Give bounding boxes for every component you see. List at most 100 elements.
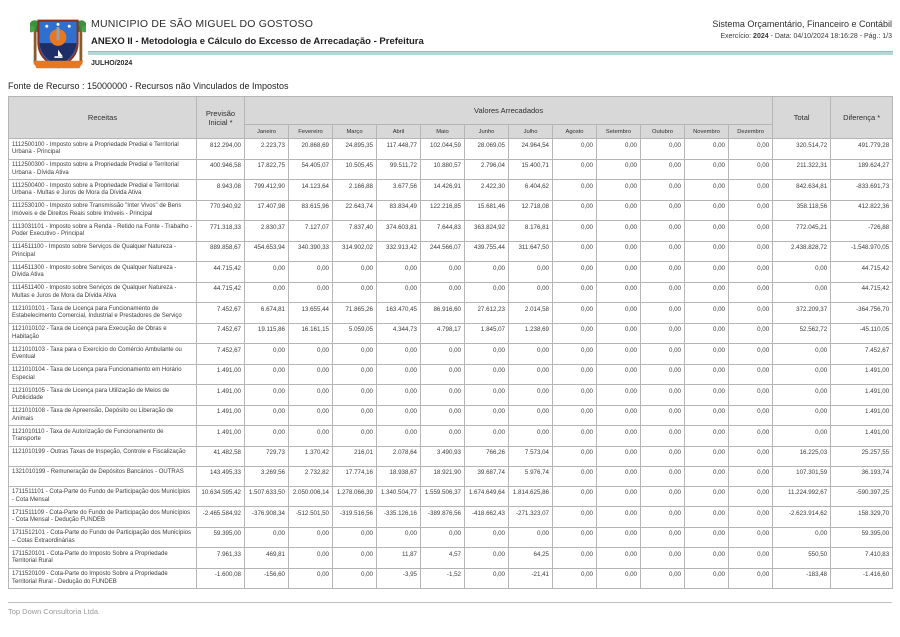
- month-value-cell-janeiro: 799.412,90: [244, 179, 289, 201]
- receita-cell: 1112500100 - Imposto sobre a Propriedade…: [8, 138, 197, 160]
- month-value-cell-julho: 24.964,54: [508, 138, 553, 160]
- month-value-cell-outubro: 0,00: [640, 384, 685, 406]
- total-cell: 0,00: [772, 526, 832, 548]
- month-value-cell-janeiro: 1.507.633,50: [244, 485, 289, 507]
- month-value-cell-marco: 1.278.066,39: [332, 485, 377, 507]
- month-value-cell-maio: 244.566,07: [420, 240, 465, 262]
- month-value-cell-junho: 0,00: [464, 261, 509, 283]
- diferenca-cell: 7.452,67: [830, 343, 894, 365]
- month-value-cell-janeiro: 0,00: [244, 425, 289, 447]
- month-value-cell-janeiro: 454.653,94: [244, 240, 289, 262]
- diferenca-cell: 1.491,00: [830, 384, 894, 406]
- previsao-inicial-cell: 59.395,00: [196, 526, 245, 548]
- total-cell: 358.118,56: [772, 199, 832, 221]
- month-value-cell-julho: 0,00: [508, 425, 553, 447]
- table-row: 1114511100 - Imposto sobre Serviços de Q…: [8, 240, 894, 262]
- month-value-cell-junho: 0,00: [464, 567, 509, 589]
- month-value-cell-agosto: 0,00: [552, 485, 597, 507]
- month-value-cell-marco: 7.837,40: [332, 220, 377, 242]
- month-value-cell-fevereiro: 0,00: [288, 567, 333, 589]
- month-value-cell-agosto: 0,00: [552, 199, 597, 221]
- table-header: Receitas Previsão Inicial * Valores Arre…: [8, 96, 894, 139]
- month-header-maio: Maio: [420, 124, 465, 139]
- month-value-cell-julho: 311.647,50: [508, 240, 553, 262]
- month-value-cell-julho: 64,25: [508, 547, 553, 569]
- month-value-cell-julho: 0,00: [508, 526, 553, 548]
- month-value-cell-janeiro: 2.830,37: [244, 220, 289, 242]
- month-value-cell-abril: 18.938,67: [376, 465, 421, 487]
- col-header-receitas: Receitas: [8, 96, 197, 139]
- diferenca-cell: 1.491,00: [830, 404, 894, 426]
- month-value-cell-agosto: 0,00: [552, 343, 597, 365]
- month-value-cell-marco: -319.516,56: [332, 506, 377, 528]
- month-value-cell-outubro: 0,00: [640, 485, 685, 507]
- month-value-cell-agosto: 0,00: [552, 281, 597, 303]
- month-value-cell-agosto: 0,00: [552, 567, 597, 589]
- receita-cell: 1121010199 - Outras Taxas de Inspeção, C…: [8, 445, 197, 467]
- month-value-cell-marco: 0,00: [332, 343, 377, 365]
- month-value-cell-maio: 0,00: [420, 261, 465, 283]
- month-value-cell-maio: 0,00: [420, 404, 465, 426]
- total-cell: 0,00: [772, 384, 832, 406]
- month-value-cell-fevereiro: 54.405,07: [288, 158, 333, 180]
- meta-rest: - Data: 04/10/2024 18:16:28 - Pág.: 1/3: [768, 33, 892, 40]
- table-row: 1711512101 - Cota-Parte do Fundo de Part…: [8, 526, 894, 548]
- previsao-inicial-cell: -1.600,08: [196, 567, 245, 589]
- month-value-cell-marco: 2.166,88: [332, 179, 377, 201]
- total-cell: 0,00: [772, 261, 832, 283]
- diferenca-cell: 189.624,27: [830, 158, 894, 180]
- month-value-cell-dezembro: 0,00: [727, 261, 774, 283]
- previsao-inicial-cell: 10.634.595,42: [196, 485, 245, 507]
- receita-cell: 1121010108 - Taxa de Apreensão, Depósito…: [8, 404, 197, 426]
- month-value-cell-marco: 216,01: [332, 445, 377, 467]
- month-value-cell-dezembro: 0,00: [727, 445, 774, 467]
- table-row: 1711520109 - Cota-Parte do Imposto Sobre…: [8, 567, 894, 589]
- month-value-cell-julho: 1.814.625,86: [508, 485, 553, 507]
- receita-cell: 1121010104 - Taxa de Licença para Funcio…: [8, 363, 197, 385]
- month-value-cell-outubro: 0,00: [640, 199, 685, 221]
- table-row: 1112530100 - Imposto sobre Transmissão "…: [8, 199, 894, 221]
- month-value-cell-agosto: 0,00: [552, 404, 597, 426]
- month-value-cell-maio: 7.644,83: [420, 220, 465, 242]
- month-value-cell-maio: 3.490,93: [420, 445, 465, 467]
- month-value-cell-novembro: 0,00: [684, 261, 729, 283]
- month-value-cell-novembro: 0,00: [684, 547, 729, 569]
- total-cell: 16.225,03: [772, 445, 832, 467]
- revenue-table: Receitas Previsão Inicial * Valores Arre…: [8, 96, 894, 589]
- diferenca-cell: -833.691,73: [830, 179, 894, 201]
- month-value-cell-novembro: 0,00: [684, 281, 729, 303]
- receita-cell: 1114511100 - Imposto sobre Serviços de Q…: [8, 240, 197, 262]
- month-value-cell-setembro: 0,00: [596, 240, 641, 262]
- month-value-cell-julho: 7.573,04: [508, 445, 553, 467]
- month-value-cell-novembro: 0,00: [684, 485, 729, 507]
- month-value-cell-abril: 0,00: [376, 261, 421, 283]
- month-value-cell-novembro: 0,00: [684, 220, 729, 242]
- month-value-cell-maio: 122.216,85: [420, 199, 465, 221]
- month-value-cell-janeiro: 0,00: [244, 261, 289, 283]
- receita-cell: 1112500300 - Imposto sobre a Propriedade…: [8, 158, 197, 180]
- diferenca-cell: 1.491,00: [830, 363, 894, 385]
- month-value-cell-janeiro: 729,73: [244, 445, 289, 467]
- month-header-abril: Abril: [376, 124, 421, 139]
- month-value-cell-maio: 0,00: [420, 526, 465, 548]
- month-value-cell-dezembro: 0,00: [727, 547, 774, 569]
- month-value-cell-maio: 0,00: [420, 425, 465, 447]
- diferenca-cell: 412.822,36: [830, 199, 894, 221]
- table-row: 1112500100 - Imposto sobre a Propriedade…: [8, 138, 894, 160]
- month-value-cell-fevereiro: 83.615,96: [288, 199, 333, 221]
- month-value-cell-julho: 8.176,81: [508, 220, 553, 242]
- month-value-cell-abril: 3.677,56: [376, 179, 421, 201]
- month-value-cell-novembro: 0,00: [684, 384, 729, 406]
- month-value-cell-maio: 86.916,60: [420, 302, 465, 324]
- receita-cell: 1121010101 - Taxa de Licença para Funcio…: [8, 302, 197, 324]
- month-value-cell-maio: 18.921,90: [420, 465, 465, 487]
- month-value-cell-abril: 1.340.504,77: [376, 485, 421, 507]
- month-value-cell-fevereiro: -512.501,50: [288, 506, 333, 528]
- month-value-cell-outubro: 0,00: [640, 158, 685, 180]
- table-row: 1121010110 - Taxa de Autorização de Func…: [8, 425, 894, 447]
- receita-cell: 1711512101 - Cota-Parte do Fundo de Part…: [8, 526, 197, 548]
- diferenca-cell: 1.491,00: [830, 425, 894, 447]
- total-cell: 550,50: [772, 547, 832, 569]
- total-cell: -183,48: [772, 567, 832, 589]
- month-value-cell-abril: 0,00: [376, 404, 421, 426]
